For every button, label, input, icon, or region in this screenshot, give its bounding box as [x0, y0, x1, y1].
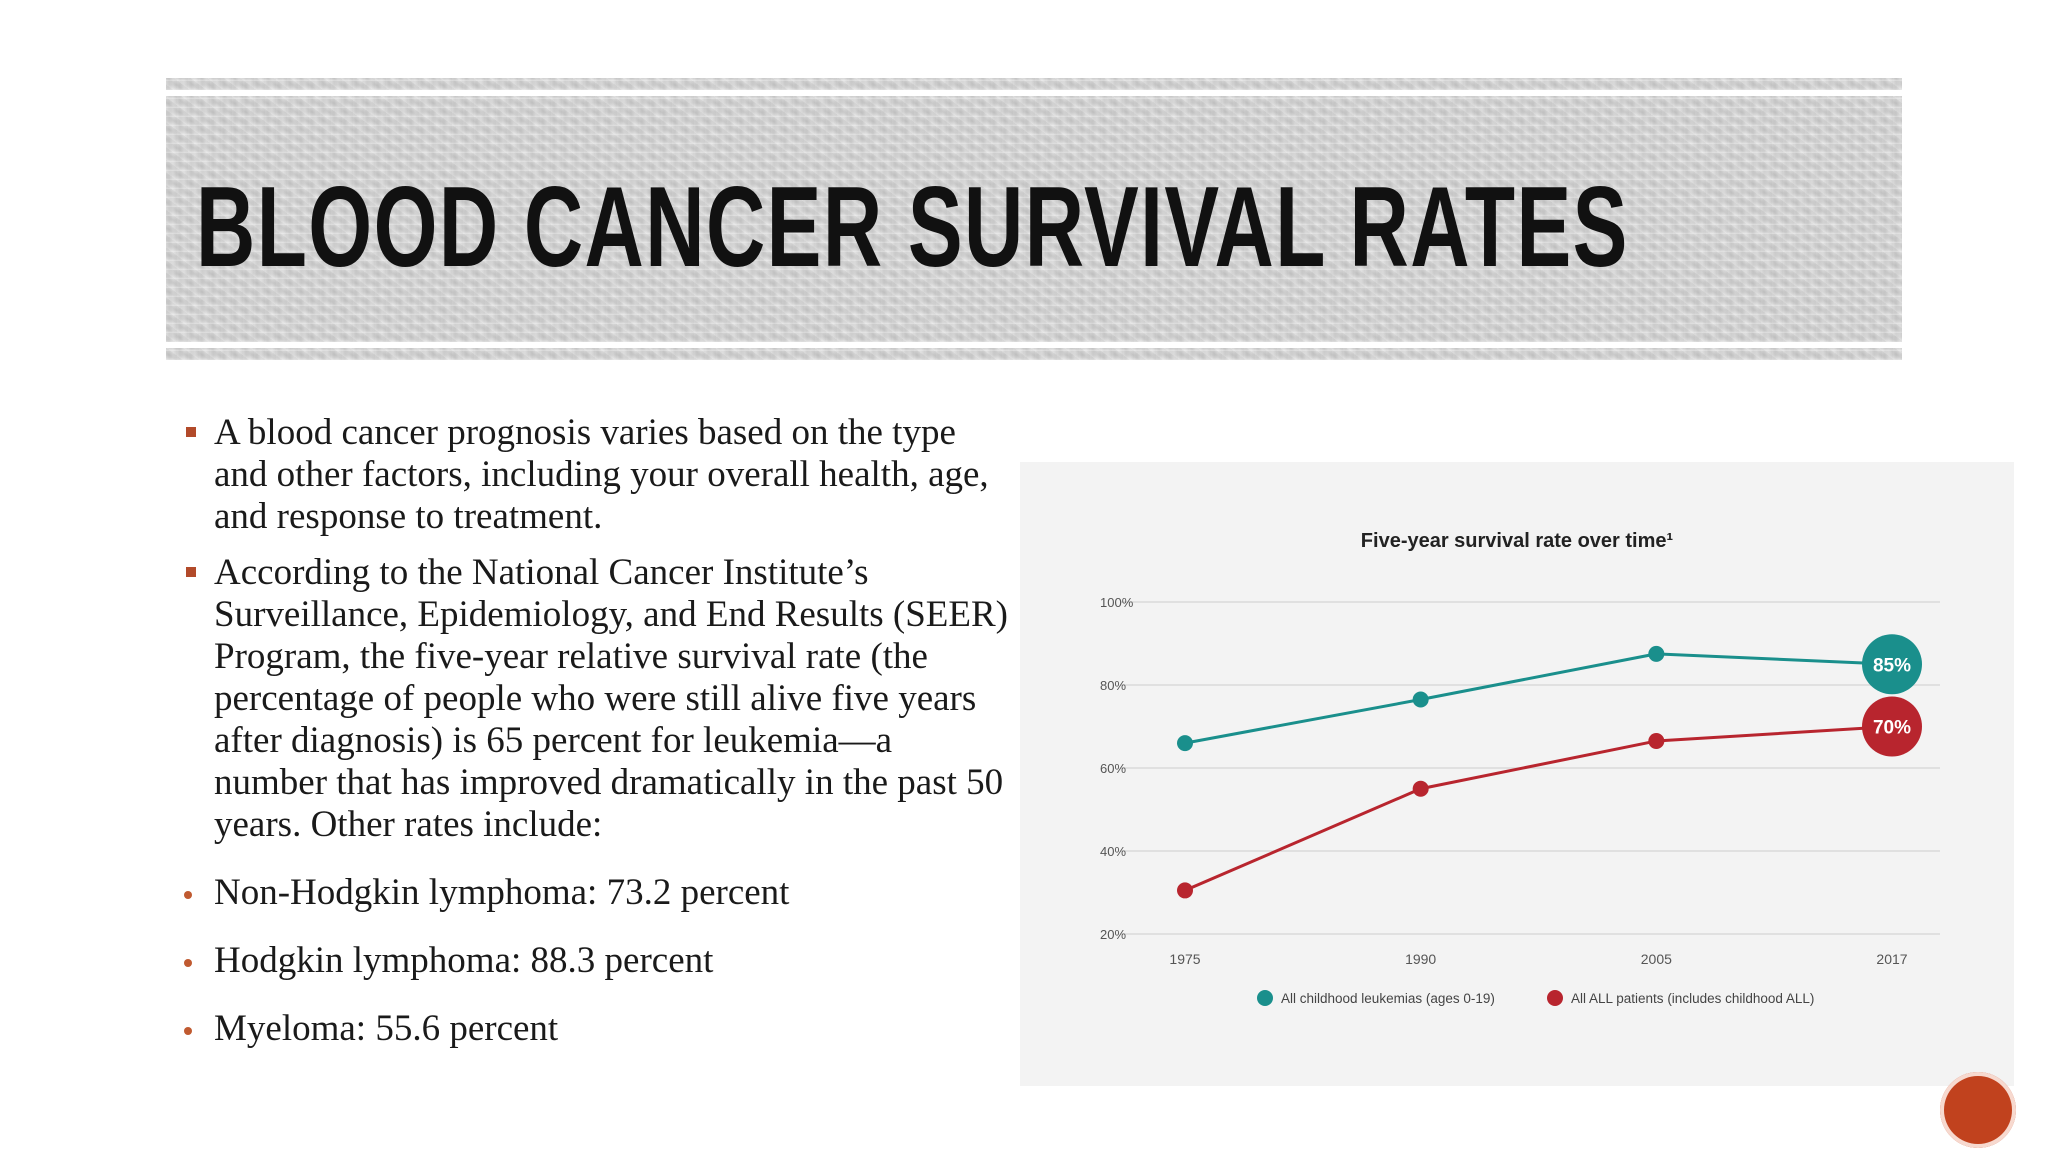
chart-title: Five-year survival rate over time¹: [1361, 530, 1674, 552]
title-banner: BLOOD CANCER SURVIVAL RATES: [166, 78, 1902, 360]
point-series-0-1975: [1177, 735, 1193, 752]
series-lines: 85% 70%: [1177, 634, 1922, 899]
bullet-prognosis: A blood cancer prognosis varies based on…: [180, 412, 1010, 538]
legend-marker-0: [1257, 990, 1273, 1006]
legend-label-0: All childhood leukemias (ages 0-19): [1281, 991, 1495, 1006]
end-badge-series-0: [1862, 634, 1922, 695]
banner-top-line: [166, 90, 1902, 96]
bullet-list: A blood cancer prognosis varies based on…: [180, 412, 1010, 1050]
bullet-myeloma: Myeloma: 55.6 percent: [180, 1008, 1010, 1050]
y-tick-label-20: 20%: [1100, 927, 1126, 942]
point-series-1-1975: [1177, 882, 1193, 899]
end-label-series-1: 70%: [1873, 718, 1911, 739]
point-series-1-2005: [1648, 733, 1665, 750]
legend-label-1: All ALL patients (includes childhood ALL…: [1571, 991, 1814, 1006]
end-label-series-0: 85%: [1873, 655, 1911, 676]
x-tick-label-2005: 2005: [1641, 951, 1672, 967]
series-line-1: [1184, 725, 1893, 892]
x-tick-label-2017: 2017: [1876, 951, 1907, 967]
chart-card: Five-year survival rate over time¹ 100% 8…: [1020, 462, 2014, 1086]
point-series-1-1990: [1412, 780, 1429, 797]
slide-number-badge: [1940, 1072, 2016, 1148]
x-tick-label-1990: 1990: [1405, 951, 1436, 967]
y-tick-label-40: 40%: [1100, 844, 1126, 859]
bullet-hodgkin: Hodgkin lymphoma: 88.3 percent: [180, 940, 1010, 982]
x-tick-label-1975: 1975: [1169, 951, 1200, 967]
y-axis-ticks: 100% 80% 60% 40% 20%: [1100, 595, 1134, 942]
page-title: BLOOD CANCER SURVIVAL RATES: [196, 164, 1629, 291]
end-badge-series-1: [1862, 696, 1922, 757]
bullet-non-hodgkin: Non-Hodgkin lymphoma: 73.2 percent: [180, 872, 1010, 914]
banner-bottom-line: [166, 342, 1902, 348]
y-tick-label-100: 100%: [1100, 595, 1134, 610]
chart-legend: All childhood leukemias (ages 0-19) All A…: [1257, 990, 1814, 1006]
point-series-0-2005: [1648, 645, 1665, 662]
x-axis-ticks: 1975 1990 2005 2017: [1169, 951, 1907, 967]
y-tick-label-60: 60%: [1100, 761, 1126, 776]
legend-marker-1: [1547, 990, 1563, 1006]
series-line-0: [1184, 652, 1893, 745]
survival-line-chart: Five-year survival rate over time¹ 100% 8…: [1100, 530, 1940, 1006]
point-series-0-1990: [1412, 691, 1429, 708]
y-tick-label-80: 80%: [1100, 678, 1126, 693]
bullet-seer: According to the National Cancer Institu…: [180, 552, 1010, 846]
